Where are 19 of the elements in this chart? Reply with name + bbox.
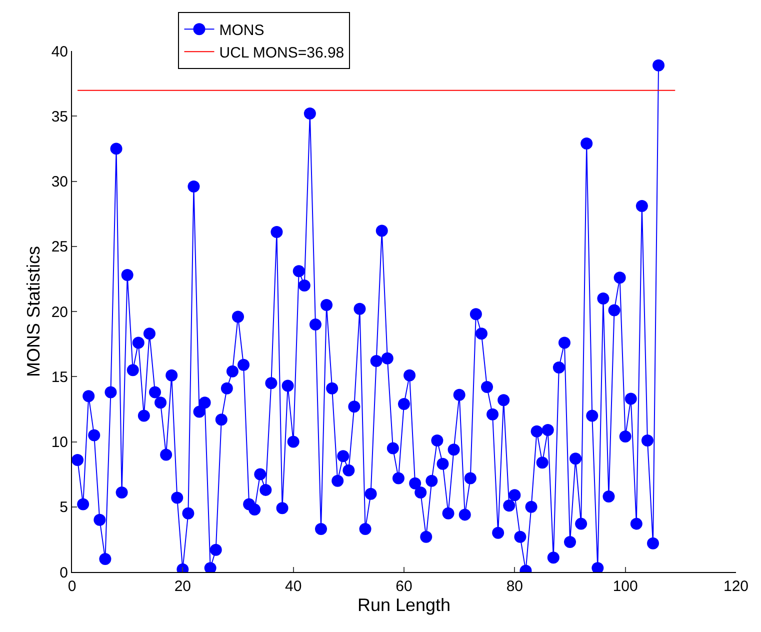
x-tick-label: 80 [506,578,524,595]
y-tick-label: 15 [51,368,68,386]
y-axis-title: MONS Statistics [24,246,44,378]
legend-label: MONS [219,22,264,40]
y-tick-label: 20 [51,304,68,321]
y-tick-label: 10 [51,434,68,451]
legend-label: UCL MONS=36.98 [219,44,344,62]
y-tick-label: 0 [60,564,68,582]
y-tick-label: 25 [51,238,68,256]
x-tick-label: 120 [723,578,749,595]
y-tick-label: 5 [60,499,68,516]
y-tick-label: 40 [51,43,68,60]
x-tick-label: 60 [396,578,412,595]
y-tick-label: 35 [51,108,68,126]
x-tick-label: 40 [284,578,302,595]
x-tick-label: 20 [174,578,192,595]
y-tick-label: 30 [51,174,68,190]
x-tick-label: 100 [612,578,638,595]
x-axis-title: Run Length [357,595,451,616]
